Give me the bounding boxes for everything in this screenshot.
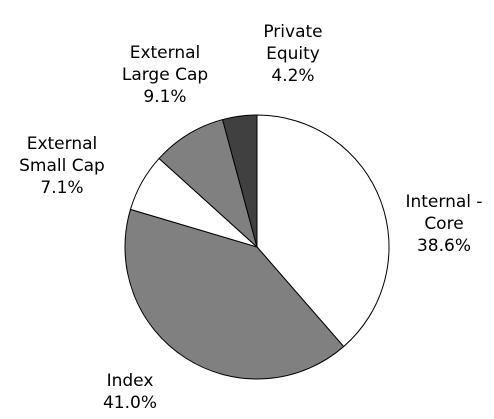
pie-slice bbox=[221, 114, 258, 248]
slice-label: External Large Cap 9.1% bbox=[118, 42, 213, 108]
value-label: 4.2% bbox=[271, 66, 315, 86]
pie-slice bbox=[124, 208, 345, 380]
slice-label: Private Equity 4.2% bbox=[258, 21, 328, 87]
category-label: Private Equity bbox=[263, 22, 323, 64]
value-label: 7.1% bbox=[40, 178, 84, 198]
slice-label: Internal - Core 38.6% bbox=[404, 191, 484, 257]
category-label: External Large Cap bbox=[121, 43, 209, 85]
slice-label: External Small Cap 7.1% bbox=[15, 133, 110, 199]
category-label: Index bbox=[106, 371, 154, 391]
value-label: 41.0% bbox=[102, 393, 157, 413]
category-label: External Small Cap bbox=[19, 134, 105, 176]
category-label: Internal - Core bbox=[405, 192, 483, 234]
value-label: 38.6% bbox=[416, 236, 471, 256]
pie-slice bbox=[256, 114, 390, 348]
slice-label: Index 41.0% bbox=[90, 370, 170, 414]
value-label: 9.1% bbox=[143, 87, 187, 107]
